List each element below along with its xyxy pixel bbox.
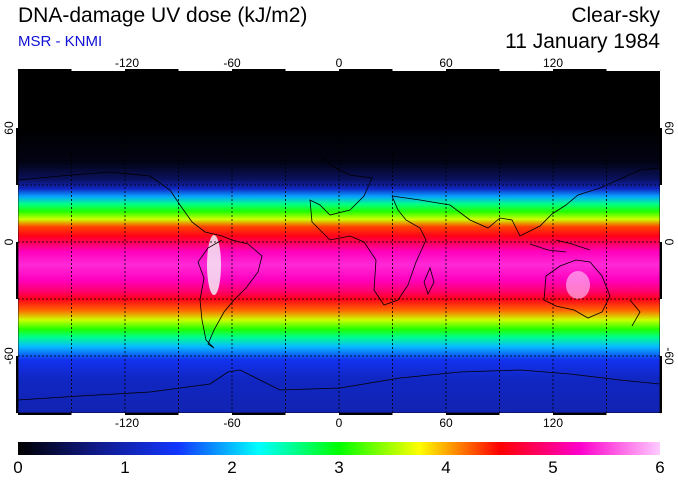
longitude-label: -120 <box>115 416 140 430</box>
frame-tick-segment <box>446 413 500 415</box>
andes-high-dose-patch <box>207 235 221 295</box>
frame-tick-segment <box>71 69 125 71</box>
frame-tick-segment <box>18 413 72 415</box>
latitude-label: 60 <box>662 121 676 135</box>
frame-tick-segment <box>339 413 393 415</box>
colorbar-label: 3 <box>334 458 344 477</box>
frame-tick-segment <box>16 356 18 413</box>
frame-tick-segment <box>16 128 18 185</box>
frame-tick-segment <box>232 69 286 71</box>
frame-tick-segment <box>178 413 232 415</box>
coastline-south-america <box>197 239 263 349</box>
longitude-label: -120 <box>115 56 140 70</box>
longitude-label: 60 <box>439 416 453 430</box>
frame-tick-segment <box>71 413 125 415</box>
coastline-indonesia <box>529 239 591 253</box>
longitude-label: 120 <box>543 56 564 70</box>
coastline-asia <box>391 167 660 237</box>
coastline-antarctica <box>18 369 660 401</box>
longitude-label: 60 <box>439 56 453 70</box>
coastline-madagascar <box>423 266 435 296</box>
longitude-label: 120 <box>543 416 564 430</box>
frame-tick-segment <box>553 413 607 415</box>
frame-tick-segment <box>660 356 662 413</box>
frame-tick-segment <box>606 413 660 415</box>
frame-tick-segment <box>178 69 232 71</box>
frame-tick-segment <box>285 413 339 415</box>
frame-tick-segment <box>339 69 393 71</box>
latitude-label: 0 <box>2 238 16 246</box>
latitude-label: -60 <box>662 347 676 365</box>
longitude-label: -60 <box>223 56 241 70</box>
coastline-africa <box>309 149 427 306</box>
colorbar-label: 5 <box>548 458 558 477</box>
coastline-north-america <box>18 171 233 241</box>
sky-condition-label: Clear-sky <box>571 4 660 27</box>
coastline-new-zealand <box>629 299 641 327</box>
coastlines <box>18 149 660 401</box>
latitude-label: 0 <box>662 238 676 246</box>
frame-tick-segment <box>660 71 662 128</box>
date-label: 11 January 1984 <box>505 30 660 53</box>
frame-tick-segment <box>125 413 179 415</box>
frame-tick-segment <box>125 69 179 71</box>
frame-tick-segment <box>392 69 446 71</box>
graticule <box>18 71 660 413</box>
frame-tick-segment <box>660 242 662 299</box>
frame-tick-segment <box>16 299 18 356</box>
frame-tick-segment <box>16 242 18 299</box>
frame-tick-segment <box>660 299 662 356</box>
colorbar-label: 1 <box>120 458 130 477</box>
credit-label: MSR - KNMI <box>18 33 103 50</box>
frame-tick-segment <box>18 69 72 71</box>
frame-tick-segment <box>499 69 553 71</box>
latitude-label: -60 <box>2 347 16 365</box>
coastline-australia <box>543 259 611 319</box>
frame-tick-segment <box>499 413 553 415</box>
australia-high-dose-patch <box>566 271 590 299</box>
frame-tick-segment <box>446 69 500 71</box>
colorbar-label: 4 <box>441 458 451 477</box>
frame-tick-segment <box>16 71 18 128</box>
colorbar <box>18 442 660 455</box>
frame-tick-segment <box>16 185 18 242</box>
colorbar-label: 2 <box>227 458 237 477</box>
frame-tick-segment <box>232 413 286 415</box>
frame-tick-segment <box>660 185 662 242</box>
longitude-label: 0 <box>335 416 343 430</box>
longitude-label: 0 <box>335 56 343 70</box>
colorbar-label: 0 <box>13 458 23 477</box>
latitude-label: 60 <box>2 121 16 135</box>
frame-tick-segment <box>392 413 446 415</box>
frame-tick-segment <box>606 69 660 71</box>
map-title: DNA-damage UV dose (kJ/m2) <box>18 4 308 27</box>
frame-tick-segment <box>285 69 339 71</box>
frame-ticks <box>16 69 662 415</box>
frame-tick-segment <box>660 128 662 185</box>
longitude-label: -60 <box>223 416 241 430</box>
colorbar-label: 6 <box>655 458 665 477</box>
frame-tick-segment <box>553 69 607 71</box>
